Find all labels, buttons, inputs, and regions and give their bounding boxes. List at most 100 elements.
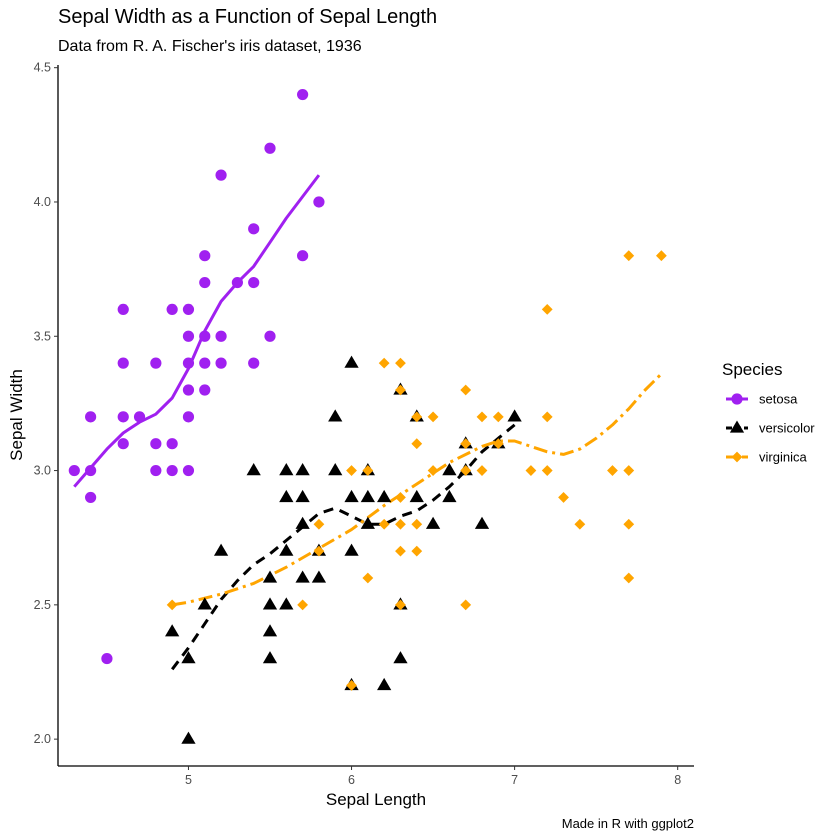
point-setosa (182, 357, 195, 369)
point-virginica (395, 492, 406, 503)
point-setosa (85, 464, 97, 477)
legend-label-setosa: setosa (759, 392, 798, 407)
point-versicolor (425, 516, 441, 529)
chart-title: Sepal Width as a Function of Sepal Lengt… (58, 6, 437, 28)
point-virginica (541, 411, 553, 423)
point-virginica (411, 545, 423, 557)
point-setosa (150, 438, 162, 450)
point-versicolor (295, 516, 310, 529)
point-setosa (182, 384, 195, 396)
point-versicolor (279, 489, 294, 503)
point-virginica (411, 438, 423, 450)
point-virginica (623, 250, 635, 262)
point-setosa (215, 330, 227, 342)
point-virginica (378, 518, 390, 530)
point-setosa (85, 411, 97, 423)
point-versicolor (328, 463, 343, 476)
point-versicolor (197, 597, 212, 610)
point-versicolor (311, 570, 327, 583)
point-virginica (476, 411, 488, 423)
point-versicolor (295, 489, 310, 503)
point-setosa (199, 384, 211, 396)
point-virginica (346, 680, 357, 691)
point-virginica (395, 545, 406, 557)
axis-ticks: 5 6 7 8 2.0 2.5 3.0 3.5 4.0 4.5 (34, 61, 682, 787)
point-versicolor (474, 516, 490, 529)
point-setosa (68, 464, 80, 477)
point-versicolor (409, 489, 424, 503)
point-setosa (297, 250, 309, 262)
point-setosa (101, 652, 113, 665)
point-versicolor (344, 543, 359, 556)
point-versicolor (262, 570, 278, 583)
point-setosa (264, 330, 276, 342)
point-versicolor (442, 489, 457, 503)
legend-key-marker-versicolor (729, 420, 745, 433)
point-versicolor (442, 463, 457, 476)
point-setosa (215, 357, 227, 369)
point-virginica (411, 518, 423, 530)
chart-subtitle: Data from R. A. Fischer's iris dataset, … (58, 38, 362, 55)
point-setosa (182, 411, 195, 423)
y-tick-label: 3.5 (34, 329, 51, 343)
y-tick-label: 3.0 (34, 464, 51, 478)
point-setosa (248, 276, 260, 289)
point-setosa (117, 303, 129, 316)
smooth-line-setosa (73, 174, 321, 488)
point-setosa (182, 330, 195, 342)
point-virginica (476, 465, 488, 476)
point-setosa (199, 357, 211, 369)
point-versicolor (262, 597, 278, 610)
point-versicolor (279, 463, 294, 476)
x-tick-label: 7 (511, 773, 518, 787)
legend: Species setosa versicolor virginica (722, 360, 815, 465)
legend-title: Species (722, 360, 782, 379)
point-versicolor (213, 543, 229, 556)
point-virginica (395, 518, 406, 530)
point-versicolor (393, 651, 408, 664)
y-tick-label: 4.0 (34, 195, 51, 209)
point-setosa (248, 357, 260, 369)
point-virginica (460, 599, 472, 611)
y-tick-label: 4.5 (34, 61, 51, 75)
point-versicolor (344, 355, 359, 368)
point-versicolor (507, 409, 522, 422)
point-setosa (150, 357, 162, 369)
point-setosa (199, 330, 211, 342)
point-setosa (166, 438, 178, 450)
point-virginica (460, 384, 472, 396)
point-versicolor (262, 651, 278, 664)
point-versicolor (360, 489, 375, 503)
point-setosa (117, 411, 129, 423)
point-versicolor (360, 516, 375, 529)
point-virginica (297, 599, 309, 611)
point-virginica (460, 465, 472, 476)
point-virginica (574, 518, 586, 530)
point-virginica (492, 411, 504, 423)
point-virginica (558, 492, 569, 503)
point-setosa (182, 464, 195, 477)
point-virginica (427, 411, 439, 423)
point-versicolor (377, 489, 392, 503)
point-virginica (313, 545, 325, 557)
point-versicolor (165, 624, 180, 637)
smooth-lines (73, 174, 663, 671)
x-axis-title: Sepal Length (326, 790, 426, 809)
point-virginica (395, 384, 406, 396)
point-setosa (166, 464, 178, 477)
legend-items: setosa versicolor virginica (726, 392, 815, 465)
point-virginica (427, 465, 439, 476)
point-virginica (362, 572, 374, 584)
point-versicolor (279, 543, 294, 556)
point-setosa (182, 303, 195, 316)
point-versicolor (181, 651, 196, 664)
point-virginica (541, 304, 553, 315)
point-setosa (231, 276, 243, 289)
point-virginica (623, 518, 635, 530)
point-virginica (623, 465, 635, 476)
point-versicolor (295, 570, 310, 583)
point-setosa (264, 142, 276, 154)
point-versicolor (377, 677, 392, 691)
legend-key-marker-setosa (731, 393, 743, 405)
